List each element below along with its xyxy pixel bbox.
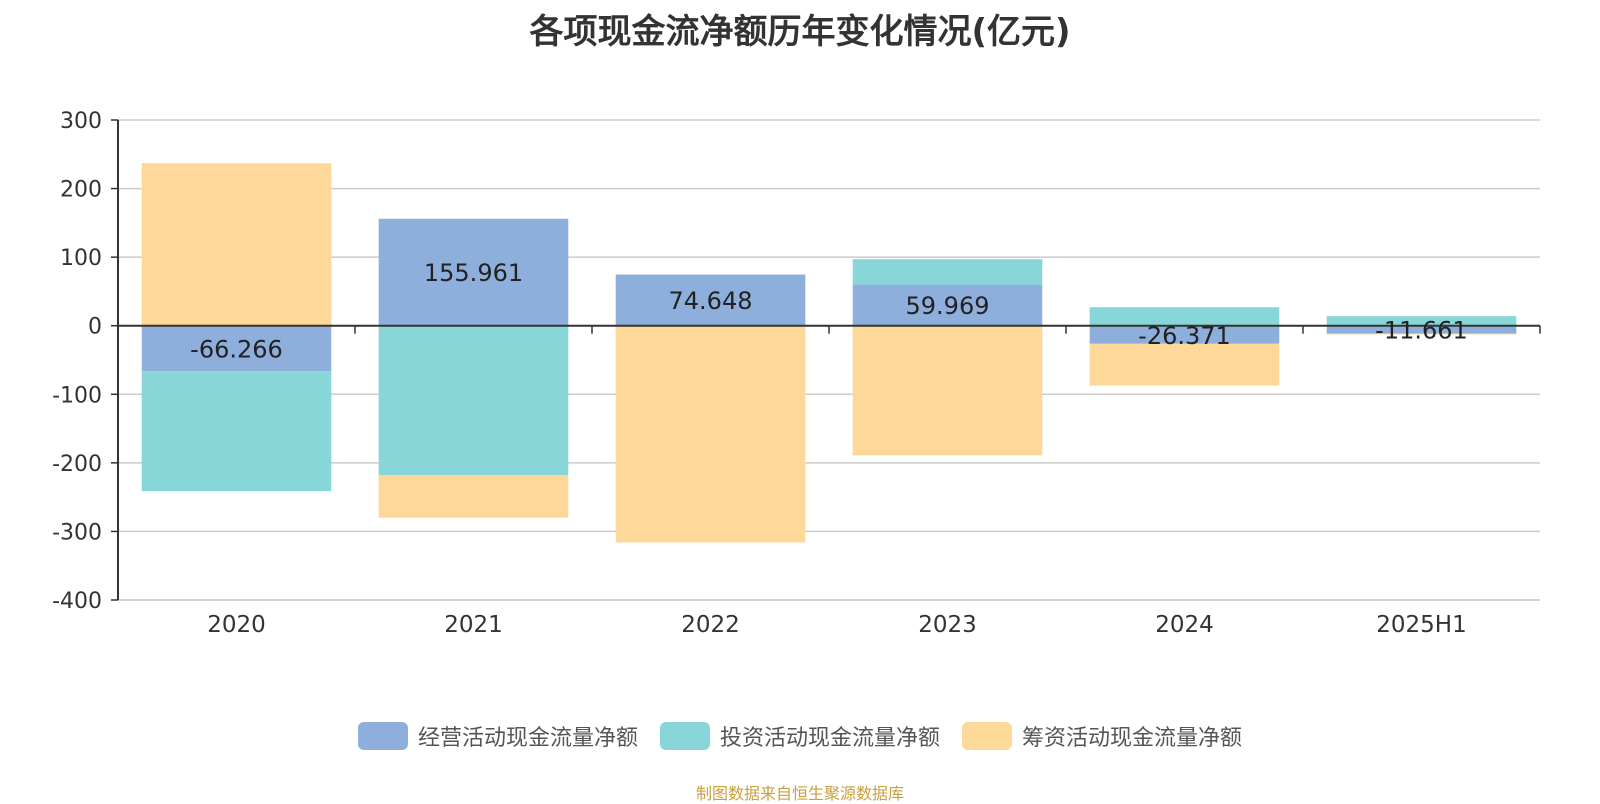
bars xyxy=(141,163,1517,543)
data-label: -11.661 xyxy=(1375,317,1468,345)
data-label: 74.648 xyxy=(669,287,753,315)
x-tick-label: 2021 xyxy=(444,612,503,638)
y-tick-label: 100 xyxy=(60,246,102,271)
legend-label-financing: 筹资活动现金流量净额 xyxy=(1022,726,1243,751)
bar-2024-series-0 xyxy=(1089,325,1280,344)
legend-swatch-investing xyxy=(659,722,710,750)
data-labels: -66.266 155.961 74.648 59.969 -26.371 -11.661 xyxy=(190,259,1468,363)
bar-2023-series-0 xyxy=(852,284,1043,326)
y-tick-label: 200 xyxy=(60,178,102,203)
y-tick-label: 300 xyxy=(60,109,102,134)
bar-2023-series-2 xyxy=(852,325,1043,456)
grid-lines xyxy=(118,119,1540,601)
bar-2025H1-series-0 xyxy=(1326,325,1517,334)
x-tick-label: 2022 xyxy=(681,612,740,638)
bar-2020-series-1 xyxy=(141,371,332,492)
data-label: -66.266 xyxy=(190,335,283,363)
bar-2024-series-2 xyxy=(1089,343,1280,386)
bar-2023-series-1 xyxy=(852,259,1043,285)
data-label: 59.969 xyxy=(906,292,990,320)
legend-swatch-financing xyxy=(962,722,1012,750)
x-tick-label: 2023 xyxy=(918,612,977,638)
bar-2020-series-2 xyxy=(141,163,332,326)
x-tick-label: 2025H1 xyxy=(1376,612,1466,638)
y-tick-label: 0 xyxy=(88,315,102,340)
legend-label-investing: 投资活动现金流量净额 xyxy=(719,726,940,751)
legend-item-financing[interactable]: 筹资活动现金流量净额 xyxy=(962,720,1242,752)
source-note: 制图数据来自恒生聚源数据库 xyxy=(695,784,904,803)
y-tick-label: -400 xyxy=(52,589,102,614)
bar-2021-series-1 xyxy=(378,325,569,476)
legend-label-operating: 经营活动现金流量净额 xyxy=(417,726,638,751)
chart-title: 各项现金流净额历年变化情况(亿元) xyxy=(529,12,1071,52)
data-label: 155.961 xyxy=(424,259,523,287)
bar-2022-series-2 xyxy=(615,326,806,543)
x-tick-label: 2020 xyxy=(207,612,266,638)
bar-2021-series-2 xyxy=(378,475,569,518)
bar-2021-series-0 xyxy=(378,218,569,326)
stacked-bar-chart: 300 200 100 0 -100 -200 -300 -400 2020 2021 2022 20… xyxy=(52,109,1541,638)
legend: 经营活动现金流量净额 投资活动现金流量净额 筹资活动现金流量净额 xyxy=(0,720,1600,752)
bar-2025H1-series-1 xyxy=(1326,316,1517,326)
y-tick-label: -100 xyxy=(52,383,102,408)
legend-item-operating[interactable]: 经营活动现金流量净额 xyxy=(357,720,638,752)
legend-item-investing[interactable]: 投资活动现金流量净额 xyxy=(659,720,940,752)
bar-2024-series-1 xyxy=(1089,307,1280,326)
y-tick-label: -300 xyxy=(52,520,102,545)
data-label: -26.371 xyxy=(1138,322,1231,350)
bar-2022-series-0 xyxy=(615,274,806,326)
bar-2020-series-0 xyxy=(141,325,332,372)
axes: 300 200 100 0 -100 -200 -300 -400 2020 2021 2022 20… xyxy=(52,109,1541,638)
bar-2025H1-series-2 xyxy=(1326,333,1517,335)
x-tick-label: 2024 xyxy=(1155,612,1214,638)
legend-swatch-operating xyxy=(357,722,408,750)
y-tick-label: -200 xyxy=(52,452,102,477)
